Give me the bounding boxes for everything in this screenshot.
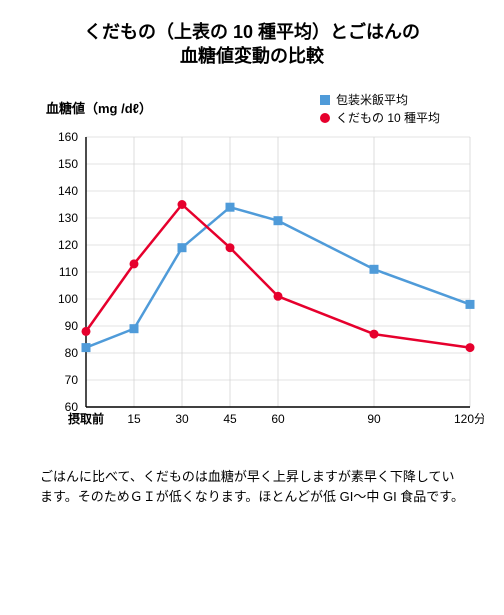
x-tick-label: 120分 — [454, 412, 484, 426]
series-marker-fruit — [370, 329, 379, 338]
legend-label: くだもの 10 種平均 — [336, 111, 440, 125]
y-tick-label: 140 — [58, 184, 78, 198]
series-marker-rice — [130, 324, 139, 333]
y-tick-label: 70 — [65, 373, 79, 387]
y-axis-label: 血糖値（mg /dℓ） — [46, 101, 152, 116]
y-tick-label: 120 — [58, 238, 78, 252]
series-marker-fruit — [466, 343, 475, 352]
series-marker-fruit — [178, 200, 187, 209]
y-tick-label: 150 — [58, 157, 78, 171]
chart-title: くだもの（上表の 10 種平均）とごはんの 血糖値変動の比較 — [20, 20, 484, 69]
y-tick-label: 80 — [65, 346, 79, 360]
legend-marker — [320, 113, 330, 123]
chart-title-line1: くだもの（上表の 10 種平均）とごはんの — [84, 22, 420, 42]
y-tick-label: 100 — [58, 292, 78, 306]
y-tick-label: 130 — [58, 211, 78, 225]
legend-label: 包装米飯平均 — [336, 92, 408, 107]
series-marker-rice — [82, 343, 91, 352]
series-marker-fruit — [226, 243, 235, 252]
chart-caption: ごはんに比べて、くだものは血糖が早く上昇しますが素早く下降しています。そのためＧ… — [40, 467, 464, 509]
chart-container: 60708090100110120130140150160摂取前15304560… — [20, 87, 484, 447]
x-tick-label: 30 — [175, 412, 189, 426]
y-tick-label: 160 — [58, 130, 78, 144]
y-tick-label: 90 — [65, 319, 79, 333]
x-tick-label: 15 — [127, 412, 141, 426]
series-marker-fruit — [130, 259, 139, 268]
figure: くだもの（上表の 10 種平均）とごはんの 血糖値変動の比較 60 70 80 90 1… — [0, 0, 504, 615]
x-tick-label: 摂取前 — [68, 411, 104, 426]
series-marker-rice — [466, 299, 475, 308]
x-tick-label: 60 — [271, 412, 285, 426]
legend-marker — [320, 95, 330, 105]
series-marker-fruit — [274, 291, 283, 300]
x-tick-label: 45 — [223, 412, 237, 426]
x-tick-label: 90 — [367, 412, 381, 426]
series-marker-fruit — [82, 326, 91, 335]
series-marker-rice — [274, 216, 283, 225]
series-marker-rice — [178, 243, 187, 252]
series-marker-rice — [226, 202, 235, 211]
chart-title-line2: 血糖値変動の比較 — [180, 46, 324, 66]
y-tick-label: 110 — [59, 265, 78, 279]
line-chart: 60708090100110120130140150160摂取前15304560… — [20, 87, 484, 447]
series-marker-rice — [370, 264, 379, 273]
